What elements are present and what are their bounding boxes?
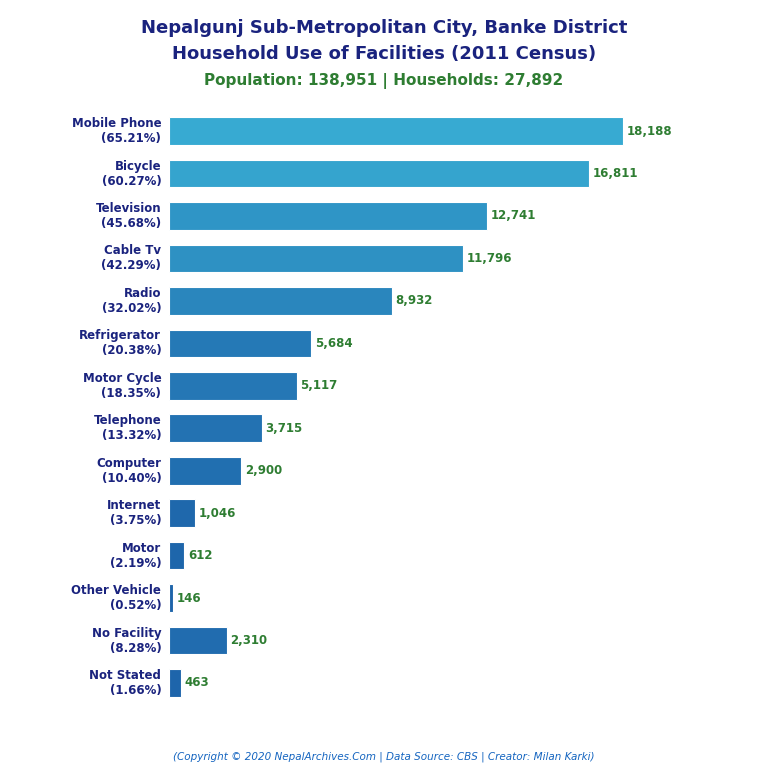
Text: 18,188: 18,188	[627, 124, 672, 137]
Bar	[169, 160, 588, 187]
Bar	[169, 627, 227, 654]
Text: 5,684: 5,684	[315, 337, 353, 350]
Bar	[169, 457, 241, 485]
Bar	[169, 287, 392, 315]
Bar	[169, 669, 180, 697]
Text: 11,796: 11,796	[467, 252, 512, 265]
Bar	[169, 329, 311, 357]
Text: Population: 138,951 | Households: 27,892: Population: 138,951 | Households: 27,892	[204, 73, 564, 89]
Text: Nepalgunj Sub-Metropolitan City, Banke District: Nepalgunj Sub-Metropolitan City, Banke D…	[141, 19, 627, 37]
Text: 12,741: 12,741	[491, 210, 536, 223]
Text: Household Use of Facilities (2011 Census): Household Use of Facilities (2011 Census…	[172, 45, 596, 62]
Text: 612: 612	[188, 549, 213, 562]
Bar	[169, 415, 262, 442]
Text: 463: 463	[184, 677, 209, 690]
Bar	[169, 499, 195, 527]
Text: 3,715: 3,715	[266, 422, 303, 435]
Bar	[169, 245, 463, 272]
Bar	[169, 202, 487, 230]
Bar	[169, 372, 296, 399]
Text: 5,117: 5,117	[300, 379, 338, 392]
Text: 2,900: 2,900	[245, 464, 283, 477]
Text: 16,811: 16,811	[592, 167, 637, 180]
Bar	[169, 542, 184, 569]
Text: (Copyright © 2020 NepalArchives.Com | Data Source: CBS | Creator: Milan Karki): (Copyright © 2020 NepalArchives.Com | Da…	[174, 751, 594, 762]
Text: 8,932: 8,932	[396, 294, 433, 307]
Bar	[169, 584, 173, 612]
Text: 146: 146	[177, 591, 201, 604]
Text: 2,310: 2,310	[230, 634, 267, 647]
Bar	[169, 118, 623, 145]
Text: 1,046: 1,046	[199, 507, 237, 520]
